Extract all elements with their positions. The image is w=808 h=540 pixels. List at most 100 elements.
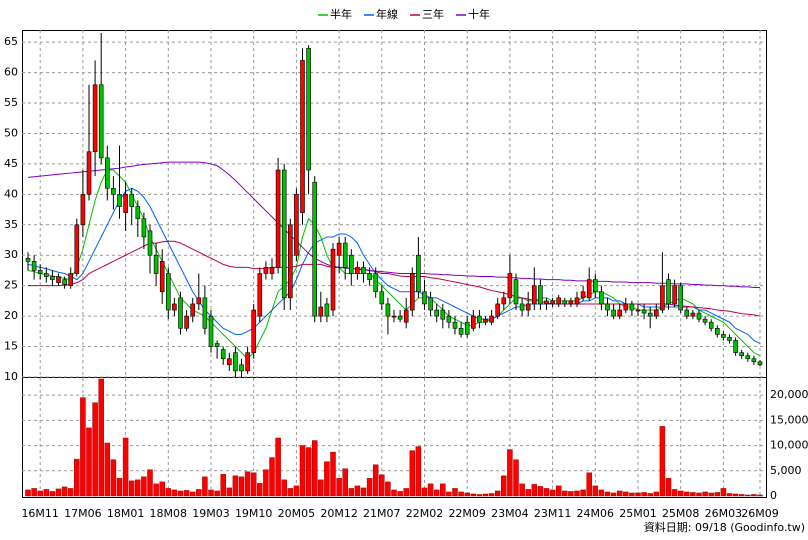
volume-bar (311, 440, 318, 497)
volume-bar (385, 481, 391, 497)
volume-bar (519, 483, 525, 497)
volume-bar (196, 489, 202, 497)
candle-body (586, 279, 592, 299)
volume-bar (549, 489, 556, 497)
candle-body (233, 352, 238, 372)
candle-body (62, 279, 67, 285)
volume-bar (153, 483, 159, 497)
candle-body (562, 300, 568, 305)
volume-bar (458, 491, 464, 497)
candle-body (355, 267, 360, 274)
candle-body (56, 276, 61, 283)
candle-body (98, 84, 104, 159)
candle-body (739, 352, 745, 356)
plot-frame (22, 30, 767, 498)
candle-body (214, 343, 220, 347)
candle-body (660, 285, 665, 311)
volume-bar (98, 378, 104, 497)
candle-body (422, 291, 427, 305)
volume-bar (141, 476, 147, 497)
volume-bar (610, 492, 617, 497)
legend-label: 年線 (376, 7, 398, 21)
volume-bar (464, 492, 470, 497)
volume-bar (379, 474, 385, 497)
candle-body (37, 270, 43, 274)
volume-bar (726, 493, 733, 497)
candle-body (208, 315, 214, 347)
volume-bar (677, 490, 684, 497)
x-tick-label: 21M07 (363, 507, 401, 520)
candle-body (708, 321, 714, 329)
volume-bar (653, 491, 660, 497)
candle-body (507, 273, 513, 299)
candle-body (385, 303, 391, 317)
volume-bar (397, 491, 403, 497)
volume-bar (208, 489, 214, 497)
y-tick-label: 40 (4, 187, 18, 200)
volume-bar (220, 474, 226, 497)
candle-body (434, 309, 440, 317)
volume-bar (263, 469, 269, 497)
y2-tick-label: 5,000 (770, 464, 802, 477)
volume-bar (43, 489, 50, 497)
y2-tick-label: 15,000 (770, 413, 808, 426)
y-tick-label: 25 (4, 279, 18, 292)
volume-bar (604, 491, 611, 497)
candle-body (251, 309, 256, 353)
candle-body (580, 291, 586, 299)
candle-body (538, 285, 543, 305)
volume-bar (671, 489, 678, 497)
candle-body (428, 297, 433, 311)
volume-bar (732, 493, 739, 497)
candle-body (745, 355, 751, 360)
volume-bar (122, 437, 129, 497)
x-tick-label: 16M11 (21, 507, 59, 520)
y-tick-label: 45 (4, 157, 18, 170)
candle-body (666, 279, 671, 305)
x-tick-label: 22M09 (448, 507, 486, 520)
candle-body (629, 303, 635, 311)
candle-body (141, 218, 147, 238)
candle-body (367, 273, 372, 280)
volume-bar (635, 492, 641, 497)
x-tick-label: 20M05 (278, 507, 316, 520)
candle-body (733, 340, 738, 353)
volume-bar (31, 488, 37, 497)
candle-body (489, 315, 494, 323)
x-tick-label: 17M06 (64, 507, 102, 520)
volume-bar (80, 397, 86, 497)
candle-body (190, 303, 195, 317)
candle-body (373, 273, 379, 293)
source-note: 資料日期: 09/18 (Goodinfo.tw) (644, 520, 805, 534)
candle-body (105, 157, 110, 189)
volume-bar (433, 489, 440, 497)
x-tick-label: 20M12 (320, 507, 358, 520)
candle-body (287, 224, 293, 299)
candle-body (556, 297, 562, 305)
x-tick-label: 18M01 (107, 507, 145, 520)
volume-bar (720, 488, 727, 497)
volume-bar (86, 427, 92, 497)
candle-body (653, 309, 659, 317)
x-tick-label: 26M03 (705, 507, 743, 520)
volume-bar (690, 492, 696, 497)
x-tick-label: 25M01 (619, 507, 657, 520)
candle-body (196, 297, 202, 305)
volume-bar (250, 472, 257, 497)
candle-body (592, 279, 598, 293)
legend-label: 十年 (468, 7, 490, 21)
candle-body (330, 248, 336, 311)
candle-body (117, 194, 122, 207)
x-tick-label: 23M04 (491, 507, 529, 520)
volume-bar (501, 475, 507, 497)
volume-bar (421, 487, 428, 497)
candle-body (605, 303, 610, 311)
candle-body (111, 187, 116, 195)
candle-body (525, 303, 531, 311)
candle-body (403, 309, 409, 323)
candle-body (306, 47, 311, 171)
volume-bar (348, 488, 355, 497)
volume-bar (244, 471, 251, 497)
volume-bar (409, 450, 416, 497)
x-tick-label: 25M08 (662, 507, 700, 520)
